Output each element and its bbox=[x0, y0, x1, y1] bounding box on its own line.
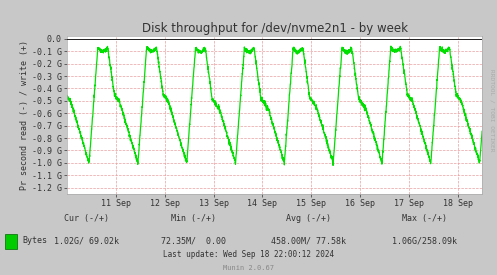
Text: 1.06G/258.09k: 1.06G/258.09k bbox=[393, 236, 457, 245]
Y-axis label: Pr second read (-) / write (+): Pr second read (-) / write (+) bbox=[20, 40, 29, 190]
Text: Cur (-/+): Cur (-/+) bbox=[65, 214, 109, 223]
Text: Bytes: Bytes bbox=[22, 236, 47, 245]
Text: 458.00M/ 77.58k: 458.00M/ 77.58k bbox=[271, 236, 345, 245]
Text: Max (-/+): Max (-/+) bbox=[403, 214, 447, 223]
Text: Min (-/+): Min (-/+) bbox=[171, 214, 216, 223]
Text: Avg (-/+): Avg (-/+) bbox=[286, 214, 331, 223]
Text: Last update: Wed Sep 18 22:00:12 2024: Last update: Wed Sep 18 22:00:12 2024 bbox=[163, 250, 334, 259]
Text: RRDTOOL / TOBI OETIKER: RRDTOOL / TOBI OETIKER bbox=[490, 69, 495, 151]
Text: 1.02G/ 69.02k: 1.02G/ 69.02k bbox=[55, 236, 119, 245]
Text: Munin 2.0.67: Munin 2.0.67 bbox=[223, 265, 274, 271]
Title: Disk throughput for /dev/nvme2n1 - by week: Disk throughput for /dev/nvme2n1 - by we… bbox=[142, 21, 408, 35]
Text: 72.35M/  0.00: 72.35M/ 0.00 bbox=[162, 236, 226, 245]
